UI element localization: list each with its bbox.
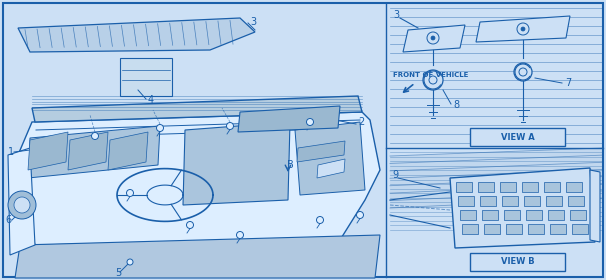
Circle shape: [521, 27, 525, 31]
Text: 7: 7: [565, 78, 571, 88]
Polygon shape: [590, 170, 600, 242]
Circle shape: [431, 36, 435, 40]
Polygon shape: [238, 106, 340, 132]
Text: VIEW B: VIEW B: [501, 258, 534, 267]
Circle shape: [127, 190, 133, 197]
Polygon shape: [568, 196, 584, 206]
Bar: [470, 253, 565, 271]
Polygon shape: [482, 210, 498, 220]
Circle shape: [187, 221, 193, 228]
Text: 9: 9: [392, 170, 398, 180]
Polygon shape: [572, 224, 588, 234]
Circle shape: [423, 70, 443, 90]
Polygon shape: [548, 210, 564, 220]
Polygon shape: [458, 196, 474, 206]
Circle shape: [514, 63, 532, 81]
Polygon shape: [8, 148, 35, 255]
Polygon shape: [183, 122, 290, 205]
Polygon shape: [456, 182, 472, 192]
Text: 4: 4: [148, 95, 154, 105]
Text: 3: 3: [393, 10, 399, 20]
Polygon shape: [462, 224, 478, 234]
Polygon shape: [526, 210, 542, 220]
Polygon shape: [297, 141, 345, 162]
Polygon shape: [15, 235, 380, 278]
Polygon shape: [522, 182, 538, 192]
Circle shape: [429, 76, 437, 84]
Circle shape: [236, 232, 244, 239]
Polygon shape: [480, 196, 496, 206]
Text: 8: 8: [453, 100, 459, 110]
Circle shape: [427, 32, 439, 44]
Polygon shape: [18, 112, 380, 245]
Bar: [120, 58, 172, 96]
Polygon shape: [108, 132, 148, 170]
Text: B: B: [287, 160, 293, 170]
Text: 5: 5: [115, 268, 121, 278]
Polygon shape: [476, 16, 570, 42]
Circle shape: [307, 118, 313, 125]
Circle shape: [519, 68, 527, 76]
Polygon shape: [460, 210, 476, 220]
Circle shape: [156, 125, 164, 132]
Circle shape: [14, 197, 30, 213]
Polygon shape: [390, 148, 602, 210]
Polygon shape: [506, 224, 522, 234]
Text: VIEW A: VIEW A: [501, 132, 534, 141]
Polygon shape: [524, 196, 540, 206]
Polygon shape: [32, 96, 362, 122]
Circle shape: [92, 132, 99, 139]
Polygon shape: [28, 132, 68, 170]
Polygon shape: [450, 168, 595, 248]
Bar: [470, 128, 565, 146]
Polygon shape: [566, 182, 582, 192]
Polygon shape: [528, 224, 544, 234]
Circle shape: [127, 259, 133, 265]
Polygon shape: [504, 210, 520, 220]
Text: FRONT OF VEHICLE: FRONT OF VEHICLE: [393, 72, 468, 78]
Text: 1: 1: [8, 147, 14, 157]
Polygon shape: [502, 196, 518, 206]
Polygon shape: [500, 182, 516, 192]
Text: 3: 3: [250, 17, 256, 27]
Polygon shape: [544, 182, 560, 192]
Polygon shape: [28, 126, 160, 178]
Polygon shape: [295, 122, 365, 195]
Polygon shape: [550, 224, 566, 234]
Circle shape: [517, 23, 529, 35]
Polygon shape: [18, 18, 255, 52]
Polygon shape: [484, 224, 500, 234]
Circle shape: [8, 191, 36, 219]
Polygon shape: [570, 210, 586, 220]
Polygon shape: [546, 196, 562, 206]
Polygon shape: [403, 25, 465, 52]
Polygon shape: [68, 132, 108, 170]
Polygon shape: [317, 159, 345, 178]
Circle shape: [227, 123, 233, 130]
Circle shape: [356, 211, 364, 218]
Text: 6: 6: [5, 215, 11, 225]
Polygon shape: [478, 182, 494, 192]
Text: 2: 2: [358, 117, 364, 127]
Circle shape: [316, 216, 324, 223]
